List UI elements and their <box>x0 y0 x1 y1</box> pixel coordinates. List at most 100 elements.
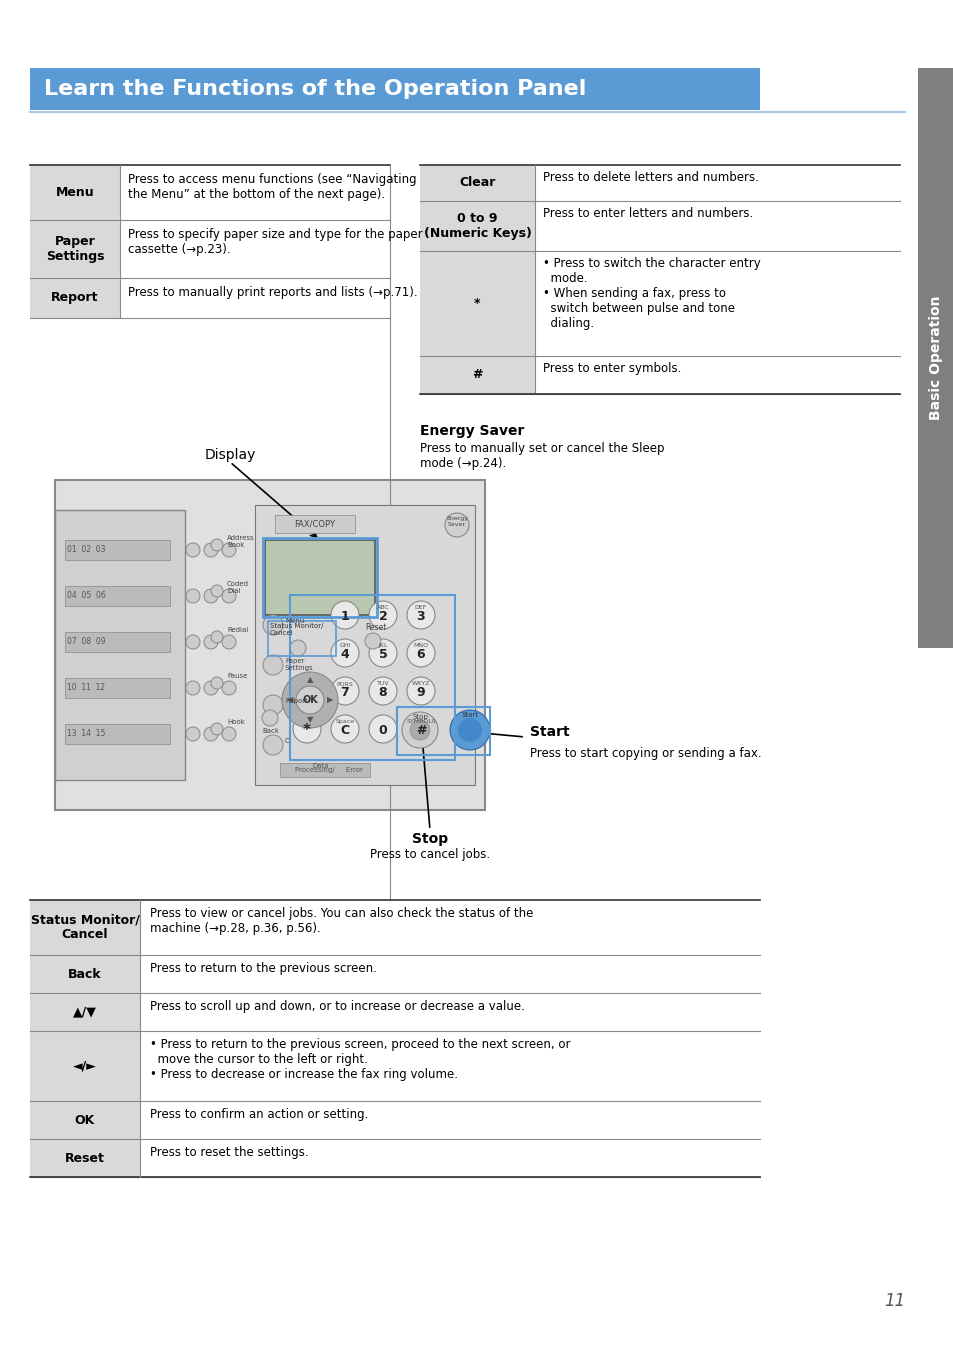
Bar <box>30 68 760 109</box>
Circle shape <box>222 680 235 695</box>
Circle shape <box>407 639 435 667</box>
Text: Press to reset the settings.: Press to reset the settings. <box>150 1146 309 1160</box>
Text: • Press to return to the previous screen, proceed to the next screen, or
  move : • Press to return to the previous screen… <box>150 1038 570 1081</box>
Circle shape <box>295 686 324 714</box>
Bar <box>30 900 140 954</box>
Text: Back: Back <box>68 968 102 980</box>
Text: Back: Back <box>262 728 278 734</box>
Text: TUV: TUV <box>376 680 389 686</box>
Text: Coded
Dial: Coded Dial <box>227 580 249 594</box>
Circle shape <box>369 676 396 705</box>
Text: ▼: ▼ <box>307 716 313 725</box>
Text: ▶: ▶ <box>327 695 333 705</box>
Bar <box>917 68 953 648</box>
Circle shape <box>369 716 396 742</box>
Text: C: C <box>340 724 349 737</box>
Text: Press to return to the previous screen.: Press to return to the previous screen. <box>150 963 376 975</box>
Circle shape <box>282 672 337 728</box>
Circle shape <box>211 539 223 551</box>
Circle shape <box>365 633 380 649</box>
Circle shape <box>331 601 358 629</box>
Bar <box>419 251 535 356</box>
Text: #: # <box>472 369 482 382</box>
Circle shape <box>457 718 481 743</box>
Text: Start: Start <box>530 725 569 738</box>
Bar <box>30 278 120 319</box>
Bar <box>419 356 535 394</box>
Text: Press to enter symbols.: Press to enter symbols. <box>542 362 680 375</box>
Bar <box>396 707 490 755</box>
Circle shape <box>444 513 469 537</box>
Text: MNO: MNO <box>413 643 428 648</box>
Text: Address
Book: Address Book <box>227 535 254 548</box>
Text: 0 to 9
(Numeric Keys): 0 to 9 (Numeric Keys) <box>423 212 531 240</box>
Circle shape <box>290 640 306 656</box>
Text: ◄/►: ◄/► <box>73 1060 97 1072</box>
Text: Report: Report <box>51 292 99 305</box>
Bar <box>65 724 170 744</box>
Text: Report: Report <box>285 698 308 703</box>
Text: Energy
Saver: Energy Saver <box>446 516 468 526</box>
Circle shape <box>222 543 235 558</box>
Circle shape <box>186 543 200 558</box>
Bar <box>254 505 475 784</box>
Circle shape <box>186 634 200 649</box>
Bar <box>290 595 455 760</box>
Text: 7: 7 <box>340 686 349 698</box>
Text: Start: Start <box>461 711 478 718</box>
Text: WXYZ: WXYZ <box>412 680 430 686</box>
Text: Press to scroll up and down, or to increase or decrease a value.: Press to scroll up and down, or to incre… <box>150 1000 524 1012</box>
Circle shape <box>331 639 358 667</box>
Text: Press to confirm an action or setting.: Press to confirm an action or setting. <box>150 1108 368 1120</box>
Text: Press to access menu functions (see “Navigating
the Menu” at the bottom of the n: Press to access menu functions (see “Nav… <box>128 173 416 201</box>
Bar <box>65 632 170 652</box>
Circle shape <box>293 716 320 742</box>
Text: • Press to switch the character entry
  mode.
• When sending a fax, press to
  s: • Press to switch the character entry mo… <box>542 256 760 329</box>
Text: Status Monitor/
Cancel: Status Monitor/ Cancel <box>270 622 323 636</box>
Circle shape <box>450 710 490 751</box>
Text: 13  14  15: 13 14 15 <box>67 729 105 738</box>
Bar <box>65 586 170 606</box>
Bar <box>65 540 170 560</box>
Bar <box>55 510 185 780</box>
Text: GHI: GHI <box>339 643 351 648</box>
Text: 04  05  06: 04 05 06 <box>67 591 106 601</box>
Text: Space: Space <box>335 720 355 724</box>
Circle shape <box>186 680 200 695</box>
Text: *: * <box>303 722 311 737</box>
Text: C: C <box>285 738 290 744</box>
Bar <box>280 763 370 778</box>
Circle shape <box>211 585 223 597</box>
Circle shape <box>263 655 283 675</box>
Circle shape <box>369 639 396 667</box>
Text: PQRS: PQRS <box>336 680 353 686</box>
Text: Pause: Pause <box>227 674 247 679</box>
Circle shape <box>211 630 223 643</box>
Bar <box>30 1031 140 1102</box>
Text: *: * <box>474 297 480 310</box>
Circle shape <box>263 734 283 755</box>
Text: Press to enter letters and numbers.: Press to enter letters and numbers. <box>542 207 753 220</box>
Bar <box>274 514 355 533</box>
Text: 2: 2 <box>378 609 387 622</box>
Circle shape <box>204 543 218 558</box>
Text: Display: Display <box>204 448 255 462</box>
Circle shape <box>369 601 396 629</box>
Bar <box>419 165 535 201</box>
Circle shape <box>262 710 277 726</box>
Text: ▲: ▲ <box>307 675 313 684</box>
Text: 1: 1 <box>340 609 349 622</box>
Text: Menu: Menu <box>55 186 94 198</box>
Circle shape <box>222 589 235 603</box>
Text: ▲/▼: ▲/▼ <box>73 1006 97 1018</box>
Bar <box>30 165 120 220</box>
Text: 0: 0 <box>378 724 387 737</box>
Text: Status Monitor/
Cancel: Status Monitor/ Cancel <box>30 914 139 941</box>
Text: Data: Data <box>312 763 328 769</box>
Text: Energy Saver: Energy Saver <box>419 424 524 437</box>
Circle shape <box>407 716 435 742</box>
Text: Press to view or cancel jobs. You can also check the status of the
machine (→p.2: Press to view or cancel jobs. You can al… <box>150 907 533 936</box>
Text: #: # <box>416 724 426 737</box>
Text: JKL: JKL <box>377 643 387 648</box>
Text: 10  11  12: 10 11 12 <box>67 683 105 693</box>
